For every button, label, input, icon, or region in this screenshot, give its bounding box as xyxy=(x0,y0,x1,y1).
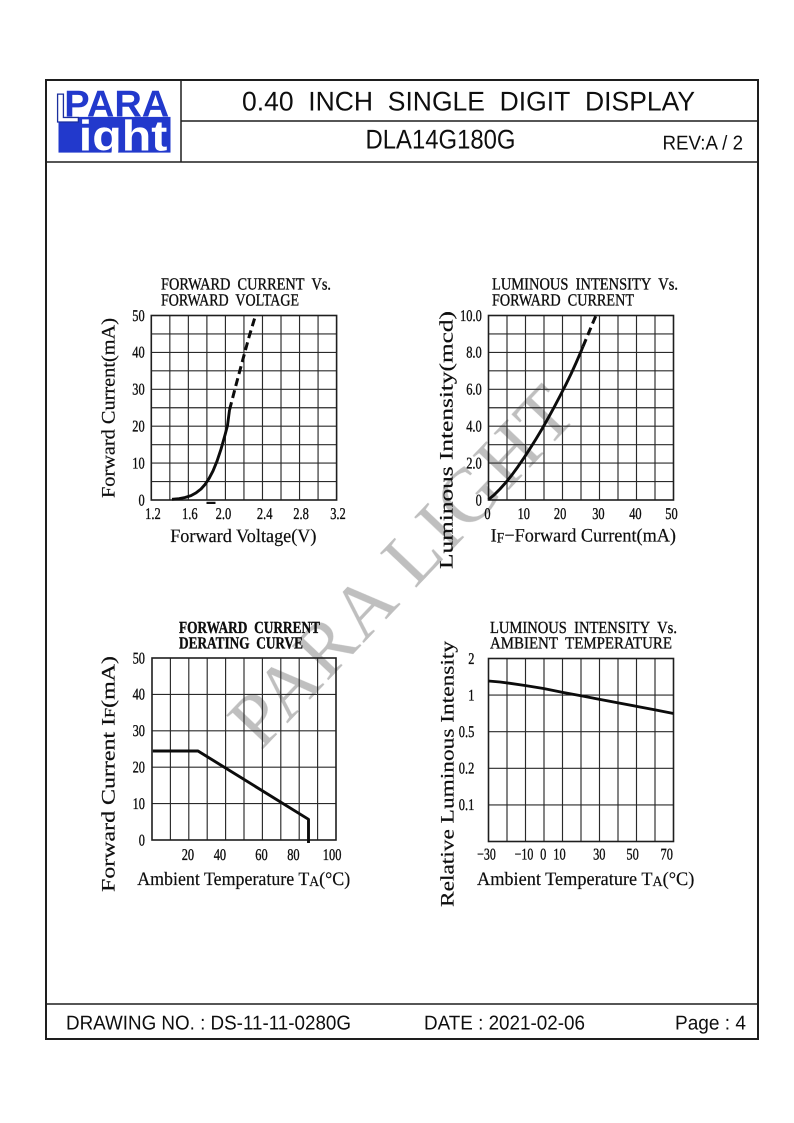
svg-text:10: 10 xyxy=(132,453,144,472)
svg-text:Luminous Intensity(mcd): Luminous Intensity(mcd) xyxy=(437,311,458,569)
svg-text:20: 20 xyxy=(132,417,144,436)
svg-text:REV:A / 2: REV:A / 2 xyxy=(663,132,744,154)
svg-text:0.2: 0.2 xyxy=(459,759,475,778)
svg-text:0: 0 xyxy=(139,490,145,509)
svg-text:6.0: 6.0 xyxy=(466,380,482,399)
svg-text:60: 60 xyxy=(255,845,267,864)
svg-text:0: 0 xyxy=(476,490,482,509)
svg-text:50: 50 xyxy=(132,306,144,325)
svg-text:Page : 4: Page : 4 xyxy=(675,1013,746,1035)
svg-text:Ambient Temperature TA(°C): Ambient Temperature TA(°C) xyxy=(137,869,350,890)
svg-text:L: L xyxy=(55,85,80,131)
svg-text:DLA14G180G: DLA14G180G xyxy=(366,124,516,154)
svg-text:AMBIENT TEMPERATURE: AMBIENT TEMPERATURE xyxy=(490,634,672,653)
svg-text:LUMINOUS INTENSITY Vs.: LUMINOUS INTENSITY Vs. xyxy=(492,274,678,293)
svg-text:30: 30 xyxy=(592,504,604,523)
svg-text:30: 30 xyxy=(133,721,145,740)
svg-text:Forward Current(mA): Forward Current(mA) xyxy=(99,318,120,498)
svg-text:40: 40 xyxy=(214,845,226,864)
svg-text:FORWARD CURRENT Vs.: FORWARD CURRENT Vs. xyxy=(161,274,331,293)
svg-text:2.8: 2.8 xyxy=(293,504,309,523)
svg-text:Ambient Temperature TA(°C): Ambient Temperature TA(°C) xyxy=(477,869,694,890)
svg-text:2.4: 2.4 xyxy=(257,504,273,523)
svg-text:DATE : 2021-02-06: DATE : 2021-02-06 xyxy=(424,1013,585,1035)
svg-text:FORWARD CURRENT: FORWARD CURRENT xyxy=(179,618,321,637)
svg-text:0: 0 xyxy=(139,830,145,849)
svg-text:2.0: 2.0 xyxy=(216,504,232,523)
svg-text:1.6: 1.6 xyxy=(182,504,198,523)
svg-text:ight: ight xyxy=(79,113,168,161)
svg-text:−30: −30 xyxy=(477,845,496,864)
svg-text:100: 100 xyxy=(323,845,342,864)
svg-text:40: 40 xyxy=(133,685,145,704)
svg-text:20: 20 xyxy=(182,845,194,864)
svg-text:DERATING CURVE: DERATING CURVE xyxy=(179,633,303,652)
svg-text:50: 50 xyxy=(133,648,145,667)
svg-text:0: 0 xyxy=(540,845,546,864)
svg-text:0.1: 0.1 xyxy=(459,795,475,814)
svg-text:IF−Forward Current(mA): IF−Forward Current(mA) xyxy=(491,526,676,547)
svg-text:1: 1 xyxy=(468,685,474,704)
svg-text:−10: −10 xyxy=(515,845,534,864)
svg-text:Forward Current IF(mA): Forward Current IF(mA) xyxy=(99,656,120,892)
svg-text:20: 20 xyxy=(554,504,566,523)
svg-text:DRAWING NO. : DS-11-11-0280G: DRAWING NO. : DS-11-11-0280G xyxy=(66,1013,351,1035)
svg-text:70: 70 xyxy=(661,845,673,864)
svg-text:4.0: 4.0 xyxy=(466,417,482,436)
svg-text:1.2: 1.2 xyxy=(145,504,161,523)
svg-text:2: 2 xyxy=(468,649,474,668)
svg-text:0.40 INCH SINGLE DIGIT DIS: 0.40 INCH SINGLE DIGIT DISPLAY xyxy=(242,87,695,117)
svg-text:0.5: 0.5 xyxy=(459,722,475,741)
svg-text:FORWARD VOLTAGE: FORWARD VOLTAGE xyxy=(161,291,299,310)
svg-text:40: 40 xyxy=(629,504,641,523)
svg-text:2.0: 2.0 xyxy=(466,453,482,472)
svg-text:0: 0 xyxy=(484,504,490,523)
svg-text:40: 40 xyxy=(132,343,144,362)
svg-text:Forward Voltage(V): Forward Voltage(V) xyxy=(170,526,316,547)
svg-text:30: 30 xyxy=(593,845,605,864)
svg-text:50: 50 xyxy=(665,504,677,523)
svg-text:30: 30 xyxy=(132,380,144,399)
svg-text:FORWARD CURRENT: FORWARD CURRENT xyxy=(492,291,635,310)
svg-text:10: 10 xyxy=(553,845,565,864)
svg-text:80: 80 xyxy=(287,845,299,864)
svg-text:8.0: 8.0 xyxy=(466,343,482,362)
svg-text:20: 20 xyxy=(133,758,145,777)
svg-text:LUMINOUS INTENSITY Vs.: LUMINOUS INTENSITY Vs. xyxy=(490,618,677,637)
svg-text:3.2: 3.2 xyxy=(330,504,346,523)
svg-text:Relative Luminous Intensity: Relative Luminous Intensity xyxy=(438,640,459,907)
svg-text:10: 10 xyxy=(518,504,530,523)
svg-text:10.0: 10.0 xyxy=(460,306,482,325)
svg-text:PARA: PARA xyxy=(64,83,169,125)
svg-text:10: 10 xyxy=(133,794,145,813)
svg-text:50: 50 xyxy=(626,845,638,864)
